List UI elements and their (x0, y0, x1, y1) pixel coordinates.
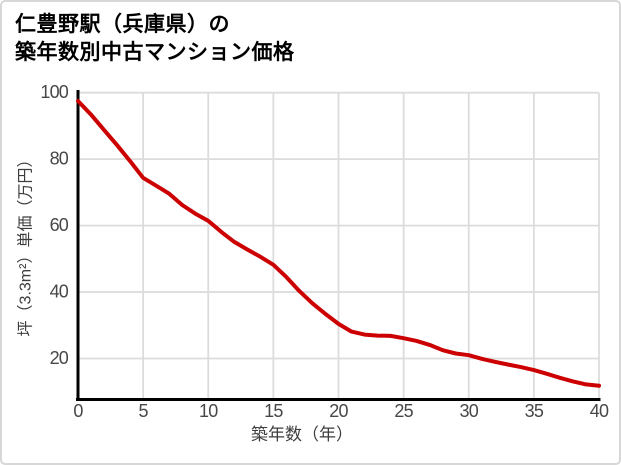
x-tick-label-0: 0 (73, 401, 83, 421)
x-tick-label-30: 30 (460, 401, 479, 421)
y-tick-label-80: 80 (50, 149, 69, 169)
tick-labels: 20 40 60 80 100 0 5 10 15 20 25 30 35 40 (40, 82, 609, 421)
chart-title-line1: 仁豊野駅（兵庫県）の (15, 13, 230, 36)
x-tick-label-5: 5 (139, 401, 149, 421)
price-line-series (76, 99, 601, 388)
axes (76, 90, 601, 401)
x-tick-label-25: 25 (394, 401, 413, 421)
chart-title-line2: 築年数別中古マンション価格 (15, 41, 295, 64)
y-tick-label-20: 20 (50, 348, 69, 368)
x-tick-label-20: 20 (329, 401, 348, 421)
y-tick-label-100: 100 (40, 82, 68, 102)
y-tick-label-60: 60 (50, 215, 69, 235)
x-tick-label-15: 15 (264, 401, 283, 421)
y-tick-label-40: 40 (50, 282, 69, 302)
x-tick-label-10: 10 (199, 401, 218, 421)
gridlines (78, 91, 600, 400)
y-axis-label: 坪（3.3m²）単価（万円） (17, 152, 35, 337)
chart-title: 仁豊野駅（兵庫県）の 築年数別中古マンション価格 (15, 11, 295, 67)
x-tick-label-35: 35 (525, 401, 544, 421)
x-tick-label-40: 40 (590, 401, 609, 421)
x-axis-label: 築年数（年） (251, 425, 353, 444)
